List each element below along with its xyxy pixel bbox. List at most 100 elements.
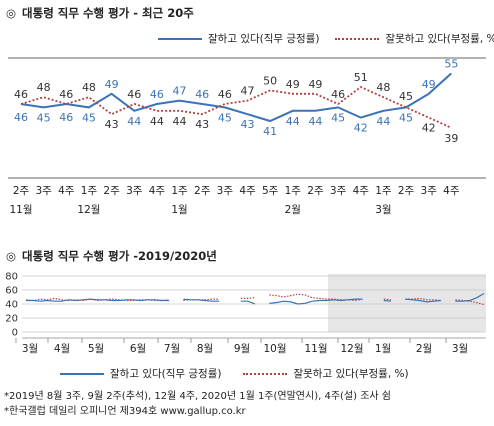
- footnotes: *2019년 8월 3주, 9월 2주(추석), 12월 4주, 2020년 1…: [4, 389, 391, 419]
- month-tick-label: 3월: [375, 204, 391, 216]
- legend-solid-swatch: [158, 37, 202, 40]
- negative-value-label: 46: [59, 88, 73, 101]
- negative-value-label: 48: [82, 81, 96, 94]
- week-tick-label: 4주: [58, 185, 75, 197]
- month-tick-label: 5월: [88, 343, 104, 355]
- month-tick-label: 11월: [9, 204, 32, 216]
- legend-dotted-swatch: [335, 37, 380, 40]
- negative-value-label: 44: [173, 115, 187, 128]
- negative-value-label: 49: [308, 78, 322, 91]
- positive-value-label: 45: [399, 111, 413, 124]
- negative-value-label: 49: [286, 78, 300, 91]
- week-tick-label: 1주: [81, 185, 98, 197]
- positive-value-label: 41: [263, 125, 277, 138]
- week-tick-label: 3주: [35, 185, 52, 197]
- negative-value-label: 43: [105, 118, 119, 131]
- negative-value-label: 46: [127, 88, 141, 101]
- month-tick-label: 1월: [171, 204, 187, 216]
- negative-value-label: 45: [399, 90, 413, 103]
- month-tick-label: 3월: [452, 343, 468, 355]
- week-tick-label: 4주: [239, 185, 256, 197]
- chart1-bullet-icon: ◎: [6, 6, 17, 20]
- negative-value-label: 46: [14, 88, 28, 101]
- month-tick-label: 10월: [263, 343, 286, 355]
- week-tick-label: 4주: [443, 185, 460, 197]
- chart2-bullet-icon: ◎: [6, 249, 17, 263]
- chart1-title: ◎ 대통령 직무 수행 평가 - 최근 20주: [6, 6, 194, 20]
- recent-20-weeks-chart: 46 46 48 45 46 46 48 45 49 43 46 44 46 44 47 44 46 43 46 45…: [8, 57, 486, 216]
- positive-value-label: 46: [59, 111, 73, 124]
- series-positive-line: [26, 292, 485, 305]
- positive-value-label: 43: [241, 118, 255, 131]
- positive-value-label: 42: [354, 122, 368, 135]
- positive-value-label: 46: [14, 111, 28, 124]
- positive-value-label: 45: [82, 111, 96, 124]
- positive-value-label: 55: [444, 57, 458, 70]
- negative-value-label: 51: [354, 71, 368, 84]
- legend2-positive-label: 잘하고 있다(직무 긍정률): [110, 368, 222, 380]
- month-tick-label: 4월: [54, 343, 70, 355]
- positive-value-label: 45: [331, 111, 345, 124]
- month-tick-label: 12월: [77, 204, 100, 216]
- series-negative-line: [25, 293, 485, 306]
- week-tick-label: 2주: [398, 185, 415, 197]
- month-tick-label: 11월: [304, 343, 327, 355]
- series-negative-line: [20, 85, 452, 129]
- month-tick-label: 8월: [197, 343, 213, 355]
- week-tick-label: 1주: [285, 185, 302, 197]
- negative-value-label: 48: [376, 81, 390, 94]
- negative-value-label: 47: [241, 85, 255, 98]
- negative-value-label: 46: [218, 88, 232, 101]
- week-tick-label: 3주: [421, 185, 438, 197]
- month-tick-label: 1월: [375, 343, 391, 355]
- negative-value-label: 48: [37, 81, 51, 94]
- month-tick-label: 7월: [164, 343, 180, 355]
- negative-value-label: 43: [195, 118, 209, 131]
- chart1-legend: 잘하고 있다(직무 긍정률) 잘못하고 있다(부정률, %): [158, 31, 494, 46]
- chart2-title: ◎ 대통령 직무 수행 평가 -2019/2020년: [6, 249, 217, 263]
- legend2-negative-label: 잘못하고 있다(부정률, %): [293, 368, 409, 380]
- positive-value-label: 46: [195, 88, 209, 101]
- week-tick-label: 3주: [217, 185, 234, 197]
- positive-value-label: 49: [422, 78, 436, 91]
- chart2-legend: 잘하고 있다(직무 긍정률) 잘못하고 있다(부정률, %): [60, 366, 409, 381]
- negative-value-label: 39: [444, 132, 458, 145]
- week-tick-label: 4주: [353, 185, 370, 197]
- y-tick-label: 20: [5, 314, 18, 325]
- y-tick-label: 40: [5, 300, 18, 311]
- legend-negative-label: 잘못하고 있다(부정률, %): [385, 33, 494, 45]
- week-tick-label: 3주: [330, 185, 347, 197]
- positive-value-label: 45: [37, 111, 51, 124]
- series-positive-line: [20, 72, 452, 123]
- y-tick-label: 0: [12, 328, 18, 339]
- week-tick-label: 2주: [307, 185, 324, 197]
- week-tick-label: 1주: [375, 185, 392, 197]
- legend-positive-label: 잘하고 있다(직무 긍정률): [208, 33, 320, 45]
- yearly-chart: 0 20 40 60 80 3월 4월 5월 6월 7월 8월 9월 10월 11월 12월 1월 2월 3월: [5, 272, 486, 355]
- week-tick-label: 4주: [149, 185, 166, 197]
- y-tick-label: 80: [5, 272, 18, 283]
- month-tick-label: 12월: [340, 343, 363, 355]
- positive-value-label: 44: [376, 115, 390, 128]
- week-tick-label: 5주: [262, 185, 279, 197]
- week-tick-label: 3주: [126, 185, 143, 197]
- week-tick-label: 2주: [103, 185, 120, 197]
- negative-value-label: 42: [422, 122, 436, 135]
- footnote-source: *한국갤럽 데일리 오피니언 제394호 www.gallup.co.kr: [4, 406, 246, 417]
- week-tick-label: 2주: [194, 185, 211, 197]
- month-tick-label: 2월: [285, 204, 301, 216]
- negative-value-label: 44: [150, 115, 164, 128]
- month-tick-label: 9월: [234, 343, 250, 355]
- positive-value-label: 46: [150, 88, 164, 101]
- positive-value-label: 44: [308, 115, 322, 128]
- month-tick-label: 2월: [416, 343, 432, 355]
- week-tick-label: 2주: [13, 185, 30, 197]
- positive-value-label: 44: [127, 115, 141, 128]
- y-tick-label: 60: [5, 286, 18, 297]
- week-tick-label: 1주: [171, 185, 188, 197]
- footnote-survey-breaks: *2019년 8월 3주, 9월 2주(추석), 12월 4주, 2020년 1…: [4, 391, 391, 402]
- negative-value-label: 46: [331, 88, 345, 101]
- positive-value-label: 44: [286, 115, 300, 128]
- legend2-solid-swatch: [60, 372, 104, 375]
- negative-value-label: 50: [263, 74, 277, 87]
